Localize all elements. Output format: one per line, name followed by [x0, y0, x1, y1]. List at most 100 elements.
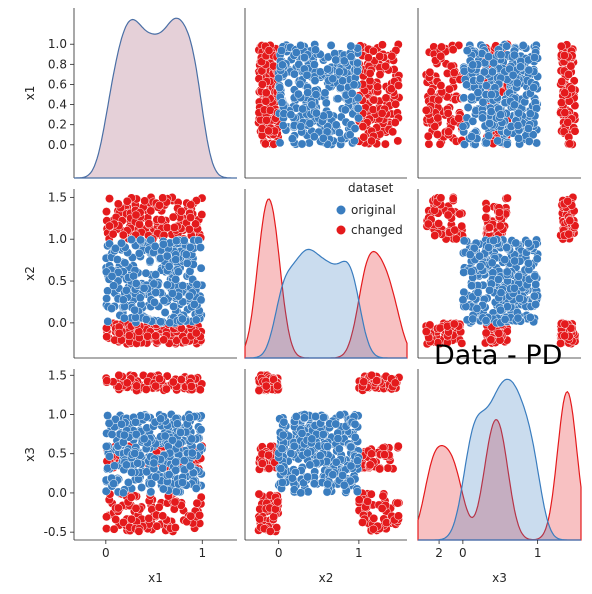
point-changed-307 [565, 139, 575, 149]
point-original-222 [509, 50, 519, 60]
point-original-192 [310, 76, 320, 86]
point-original-298 [523, 124, 533, 133]
point-changed-208 [140, 196, 150, 206]
point-original-309 [318, 429, 328, 439]
point-original-266 [353, 103, 363, 113]
point-changed-317 [105, 221, 114, 231]
point-changed-269 [435, 323, 445, 333]
point-changed-297 [144, 219, 154, 229]
point-changed-273 [168, 212, 178, 222]
point-original-316 [513, 121, 523, 130]
point-changed-270 [485, 223, 494, 232]
point-original-265 [511, 238, 521, 248]
point-changed-312 [563, 118, 573, 127]
point-original-276 [127, 467, 137, 477]
point-changed-299 [113, 199, 123, 209]
point-original-289 [291, 48, 301, 57]
point-changed-37 [393, 136, 403, 146]
point-original-187 [158, 463, 168, 473]
point-original-309 [514, 133, 524, 143]
point-changed-275 [481, 213, 491, 222]
point-changed-80 [383, 463, 393, 473]
point-changed-285 [433, 113, 443, 123]
point-changed-271 [126, 492, 136, 502]
point-changed-305 [449, 319, 459, 329]
point-changed-275 [375, 464, 385, 474]
point-changed-273 [375, 70, 385, 79]
point-original-288 [129, 271, 139, 281]
legend-marker-original [335, 204, 347, 216]
point-original-279 [524, 136, 534, 146]
point-original-304 [529, 83, 539, 93]
point-original-275 [468, 116, 478, 126]
point-original-303 [121, 285, 131, 295]
point-changed-319 [560, 108, 570, 118]
point-original-293 [514, 108, 524, 118]
point-changed-248 [176, 206, 186, 216]
point-original-298 [350, 419, 360, 429]
panel-x1-vs-x3 [417, 8, 581, 179]
point-original-228 [334, 444, 344, 454]
point-original-316 [278, 121, 288, 130]
point-original-125 [146, 487, 156, 497]
point-original-298 [117, 419, 126, 429]
point-original-303 [485, 118, 495, 128]
point-original-317 [118, 295, 128, 305]
point-original-314 [181, 250, 191, 260]
point-original-213 [171, 274, 181, 284]
point-changed-312 [390, 118, 400, 127]
point-original-307 [489, 236, 499, 246]
point-original-307 [179, 456, 189, 466]
point-changed-297 [369, 513, 379, 523]
point-changed-85 [424, 139, 434, 149]
point-original-311 [509, 100, 519, 110]
point-changed-290 [159, 335, 169, 345]
point-changed-309 [265, 526, 275, 536]
point-original-296 [150, 241, 160, 251]
point-original-241 [320, 88, 330, 98]
point-original-316 [119, 313, 129, 323]
point-original-287 [500, 314, 510, 324]
point-changed-291 [567, 84, 577, 94]
x-axis-label: x2 [319, 571, 334, 585]
point-original-279 [104, 418, 114, 428]
point-changed-310 [184, 224, 194, 234]
point-original-315 [496, 305, 506, 315]
point-original-270 [502, 41, 512, 51]
point-original-176 [303, 487, 313, 497]
point-original-263 [311, 45, 320, 55]
point-changed-316 [377, 108, 387, 118]
point-original-85 [340, 105, 350, 115]
point-original-301 [168, 288, 177, 298]
point-original-257 [101, 442, 111, 451]
point-original-104 [141, 268, 151, 278]
point-changed-263 [557, 77, 567, 87]
point-changed-288 [264, 46, 274, 55]
point-original-312 [525, 109, 535, 119]
point-original-317 [458, 295, 468, 305]
point-original-241 [151, 270, 161, 280]
point-original-238 [322, 487, 332, 497]
point-original-139 [105, 451, 114, 461]
point-original-271 [160, 431, 170, 441]
point-changed-272 [254, 386, 264, 395]
point-original-254 [159, 296, 169, 306]
point-changed-152 [437, 42, 446, 52]
point-changed-253 [195, 385, 205, 395]
point-changed-254 [111, 515, 121, 524]
point-original-299 [309, 132, 319, 142]
point-original-257 [502, 139, 512, 149]
point-original-251 [345, 130, 355, 140]
point-original-299 [467, 132, 477, 142]
point-original-283 [323, 64, 333, 74]
point-original-213 [487, 67, 497, 77]
point-original-293 [131, 279, 141, 288]
point-original-270 [502, 243, 512, 252]
point-changed-273 [564, 70, 574, 79]
point-original-314 [465, 250, 475, 260]
point-changed-210 [377, 40, 387, 50]
point-original-286 [178, 281, 188, 291]
point-changed-306 [564, 229, 574, 239]
point-changed-283 [118, 230, 128, 240]
y-tick-label: 1.0 [48, 407, 67, 421]
